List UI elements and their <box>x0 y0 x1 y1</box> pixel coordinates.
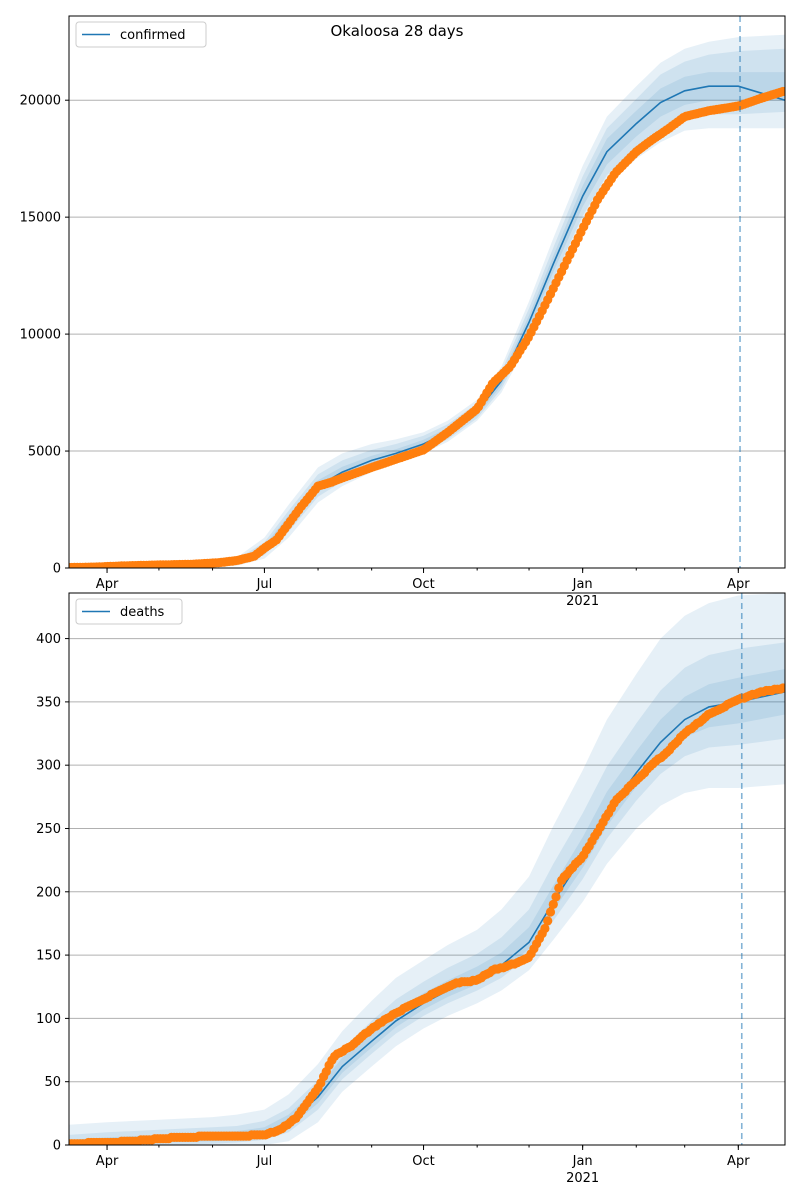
uncertainty-band <box>69 48 785 568</box>
confirmed-chart: 0 5000 10000 15000 20000 Apr Jul Oct Jan 2021 Apr c… <box>20 15 786 609</box>
observed-point <box>778 683 785 693</box>
legend-label: deaths <box>120 605 165 620</box>
y-tick-label: 150 <box>36 949 61 964</box>
y-tick-label: 200 <box>36 885 61 900</box>
plot-area <box>69 593 785 1145</box>
x-tick-label: Jul <box>256 1154 273 1169</box>
x-tick-label: Apr <box>96 577 119 592</box>
x-tick-label: Jan <box>572 1154 593 1169</box>
y-tick-label: 100 <box>36 1012 61 1027</box>
y-tick-label: 400 <box>36 632 61 647</box>
x-tick-year-label: 2021 <box>566 1171 599 1186</box>
x-tick-label: Jul <box>256 577 273 592</box>
legend: deaths <box>75 598 183 625</box>
plot-area <box>69 34 785 568</box>
x-tick-label: Oct <box>412 577 434 592</box>
deaths-chart: 0 50 100 150 200 250 300 350 400 Apr Jul Oct Jan 2021… <box>36 592 786 1186</box>
observed-point <box>778 86 785 97</box>
y-tick-label: 0 <box>53 1139 61 1154</box>
observed-point <box>545 907 556 917</box>
x-tick-label: Apr <box>96 1154 119 1169</box>
x-tick-label: Apr <box>727 1154 750 1169</box>
y-tick-label: 5000 <box>28 445 61 460</box>
observed-point <box>554 883 564 893</box>
figure-title: Okaloosa 28 days <box>331 22 464 40</box>
y-tick-label: 250 <box>36 822 61 837</box>
observed-point <box>543 916 553 926</box>
x-tick-label: Jan <box>572 577 593 592</box>
model-line <box>69 85 785 568</box>
uncertainty-band <box>69 593 785 1145</box>
x-tick-label: Oct <box>412 1154 434 1169</box>
uncertainty-band <box>69 642 785 1145</box>
uncertainty-band <box>69 72 785 568</box>
y-tick-label: 10000 <box>20 328 61 343</box>
legend: confirmed <box>75 21 207 48</box>
legend-label: confirmed <box>120 28 186 43</box>
observed-point <box>548 899 558 910</box>
y-tick-label: 15000 <box>20 211 61 226</box>
x-tick-label: Apr <box>727 577 750 592</box>
y-tick-label: 0 <box>53 562 61 577</box>
observed-point <box>540 923 550 934</box>
y-tick-label: 20000 <box>20 94 61 109</box>
axes-frame <box>68 15 786 569</box>
observed-point <box>551 892 561 902</box>
legend-box <box>75 598 183 625</box>
axes-frame <box>68 592 786 1146</box>
y-tick-label: 50 <box>44 1075 61 1090</box>
legend-box <box>75 21 207 48</box>
y-tick-label: 350 <box>36 695 61 710</box>
uncertainty-band <box>69 34 785 568</box>
x-tick-year-label: 2021 <box>566 594 599 609</box>
y-tick-label: 300 <box>36 759 61 774</box>
